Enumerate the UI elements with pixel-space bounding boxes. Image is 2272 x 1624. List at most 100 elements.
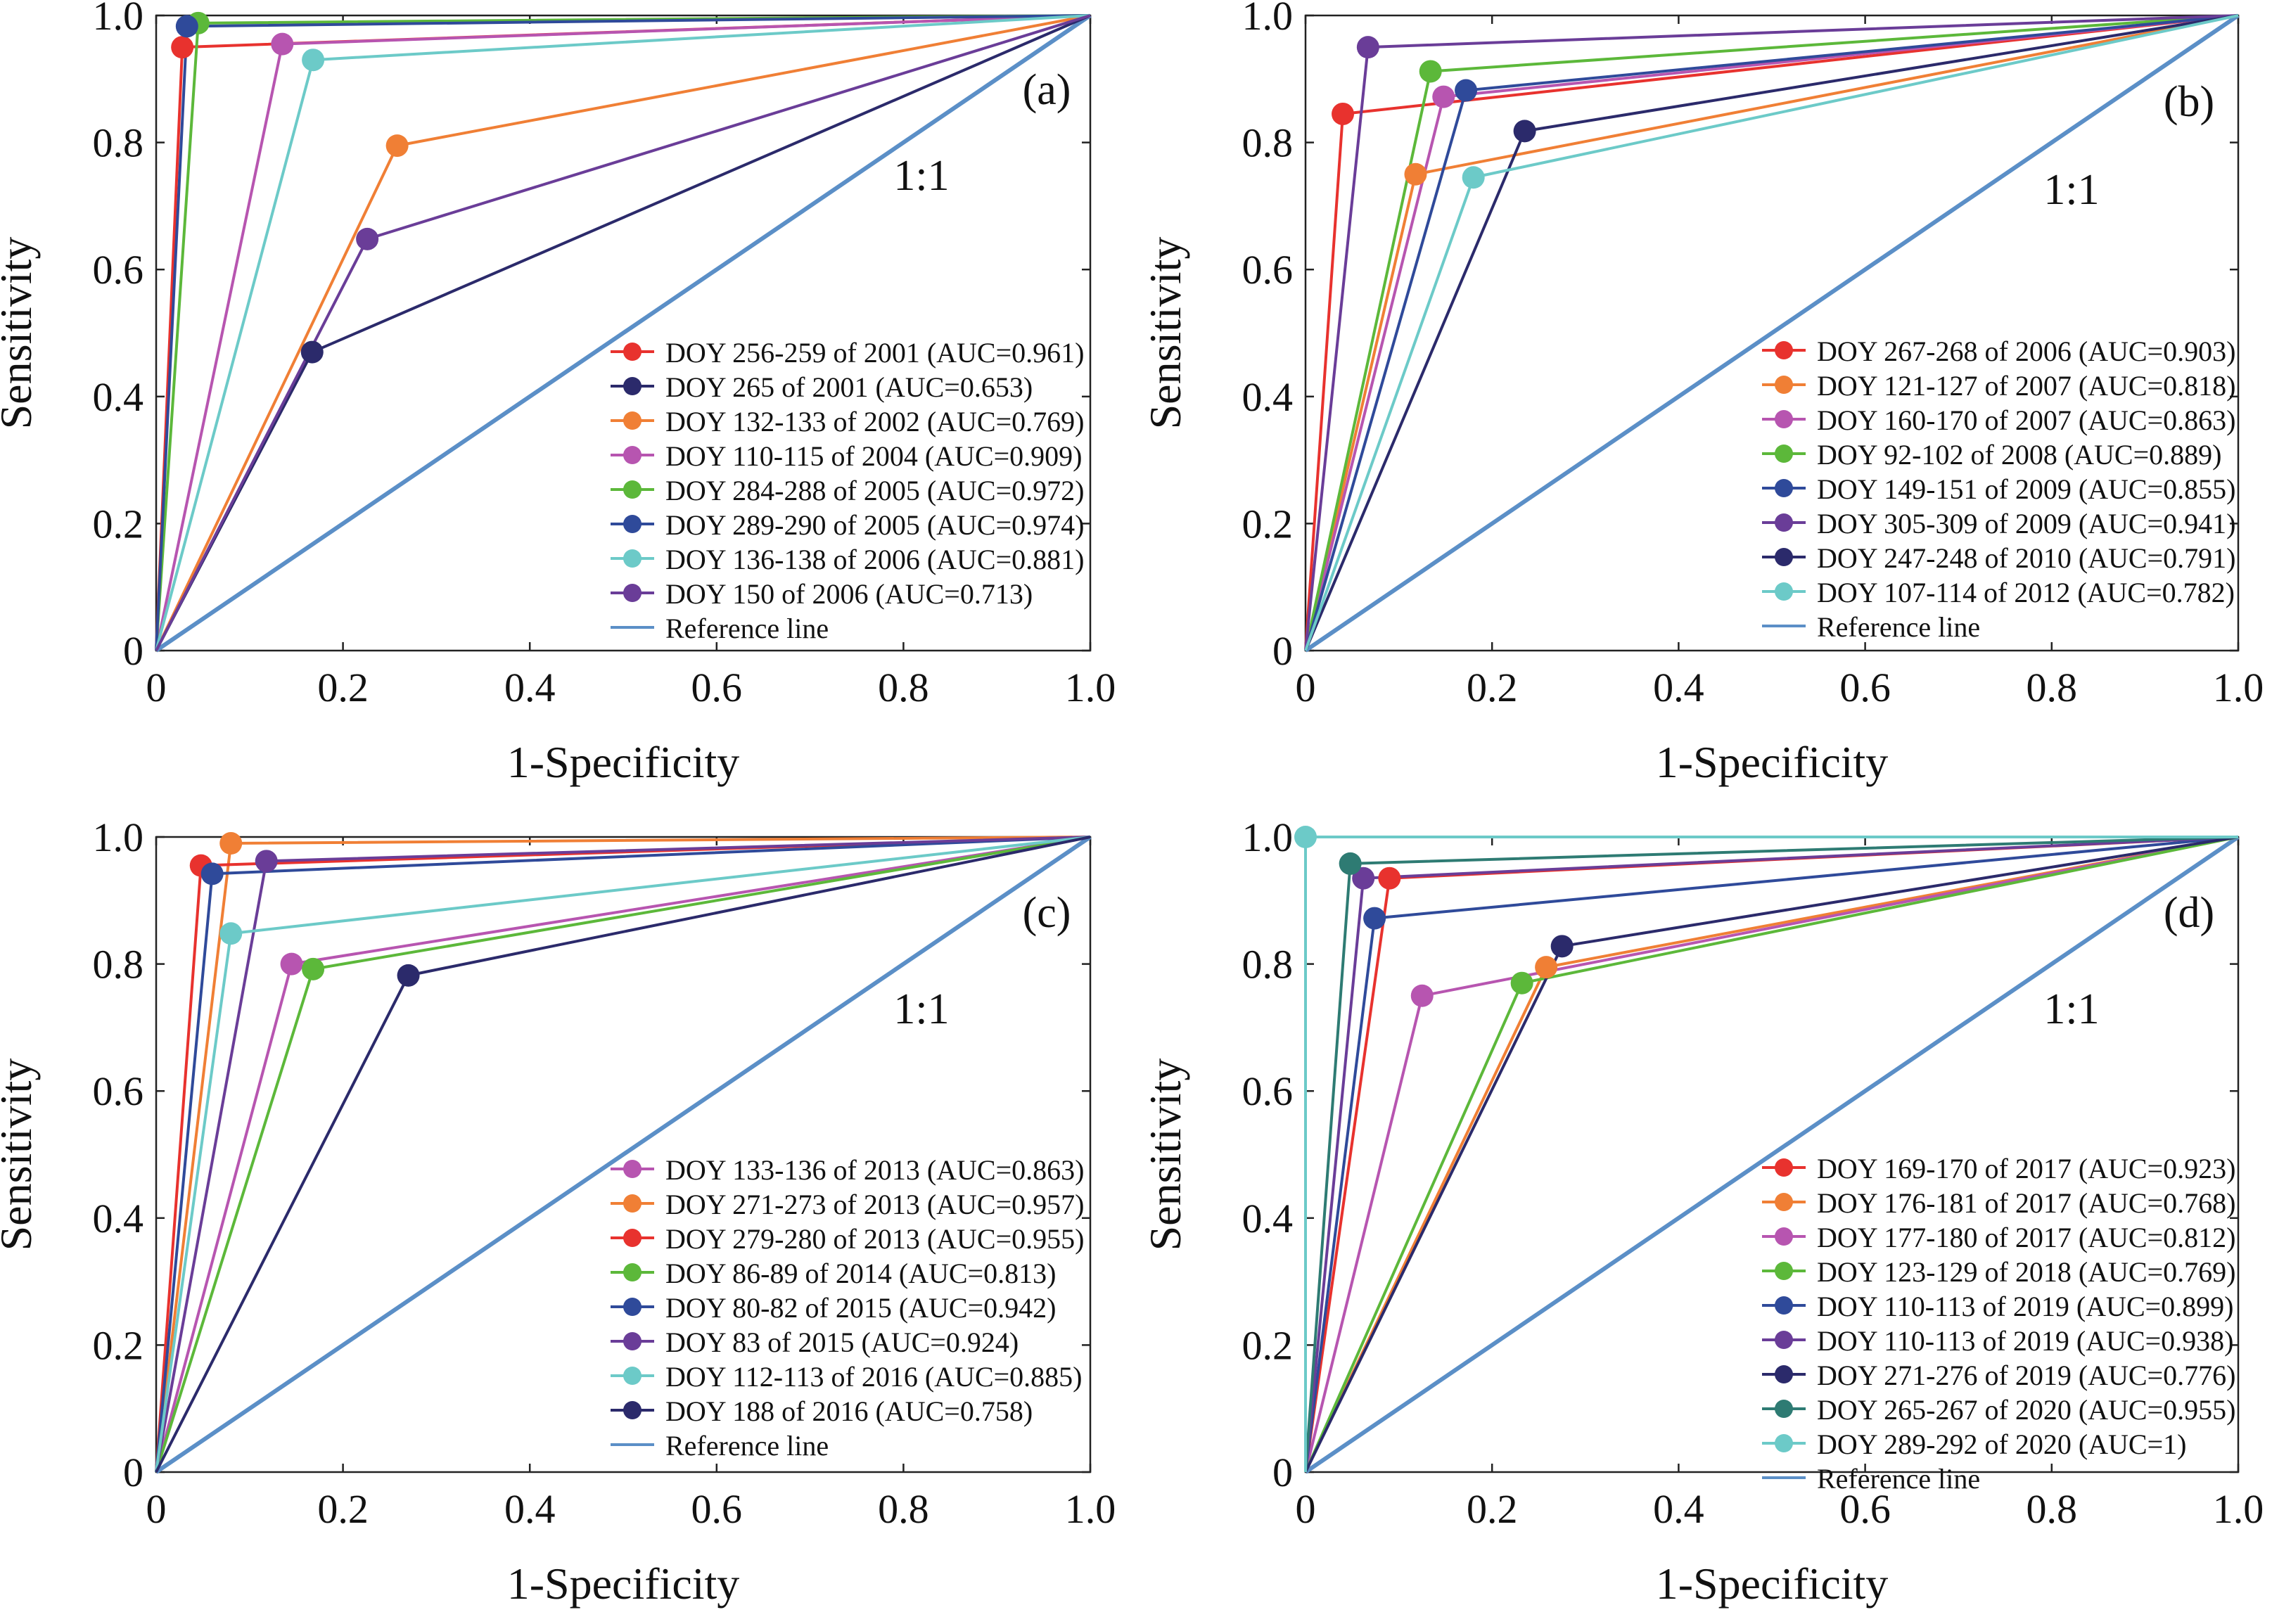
x-tick-label: 0.8: [2027, 1486, 2078, 1532]
y-tick-label: 0.4: [93, 1196, 144, 1241]
legend-entry: DOY 279-280 of 2013 (AUC=0.955): [665, 1223, 1084, 1255]
x-tick-label: 0: [146, 665, 167, 710]
x-tick-label: 0: [146, 1486, 167, 1532]
legend-entry: DOY 149-151 of 2009 (AUC=0.855): [1817, 473, 2235, 505]
x-tick-label: 0.4: [504, 1486, 556, 1532]
x-tick-label: 0.6: [1839, 1486, 1891, 1532]
plot-frame: [1304, 14, 2240, 652]
legend: DOY 256-259 of 2001 (AUC=0.961)DOY 265 o…: [611, 337, 1084, 644]
plot-frame: [155, 14, 1092, 652]
roc-series-point: [1410, 984, 1434, 1007]
y-tick-label: 0.6: [93, 247, 144, 293]
roc-series-point: [271, 32, 294, 56]
plot-frame: [155, 836, 1092, 1473]
x-tick-label: 0.6: [1839, 665, 1891, 710]
x-tick-label: 0.4: [1653, 665, 1704, 710]
legend-entry: DOY 271-273 of 2013 (AUC=0.957): [665, 1189, 1084, 1220]
roc-series-point: [302, 957, 325, 980]
legend-swatch-marker: [623, 377, 642, 395]
legend-swatch-marker: [1775, 1262, 1793, 1280]
roc-series-point: [1378, 867, 1401, 890]
legend-swatch-marker: [1775, 410, 1793, 428]
roc-series-point: [1332, 102, 1355, 125]
legend-swatch-marker: [623, 1229, 642, 1247]
legend-entry: DOY 110-113 of 2019 (AUC=0.938): [1817, 1325, 2234, 1357]
x-tick-label: 1.0: [2213, 1486, 2264, 1532]
roc-series-point: [1404, 162, 1427, 186]
legend-entry: DOY 284-288 of 2005 (AUC=0.972): [665, 475, 1084, 506]
roc-series-point: [219, 832, 243, 855]
legend-swatch-marker: [1775, 548, 1793, 566]
roc-panel-d: 00 0.2 0.2 0.4 0.4 0.6 0.6 0.8 0.8 1.0 1.0 1-Specif…: [1140, 814, 2264, 1609]
legend-swatch-marker: [623, 1332, 642, 1350]
legend-entry: DOY 83 of 2015 (AUC=0.924): [665, 1326, 1019, 1358]
roc-panel-a: 00 0.2 0.2 0.4 0.4 0.6 0.6 0.8 0.8 1.0 1.0 1-Specif…: [0, 0, 1116, 787]
reference-ratio-label: 1:1: [2043, 985, 2099, 1033]
legend-swatch-marker: [1775, 1227, 1793, 1246]
x-tick-label: 0.6: [691, 665, 743, 710]
legend-entry: Reference line: [1817, 1463, 1980, 1495]
legend-entry: DOY 110-115 of 2004 (AUC=0.909): [665, 440, 1083, 472]
x-tick-label: 0.2: [1467, 665, 1518, 710]
roc-series-point: [1510, 971, 1533, 995]
y-tick-label: 1.0: [93, 0, 144, 39]
reference-ratio-label: 1:1: [2043, 166, 2099, 214]
panel-label: (c): [1023, 889, 1071, 937]
legend-swatch-marker: [1775, 1193, 1793, 1211]
roc-panel-b: 00 0.2 0.2 0.4 0.4 0.6 0.6 0.8 0.8 1.0 1.0 1-Specif…: [1140, 0, 2264, 787]
legend-swatch-marker: [1775, 582, 1793, 601]
x-tick-label: 0.4: [1653, 1486, 1704, 1532]
y-tick-label: 0.2: [1242, 1322, 1294, 1368]
legend-entry: Reference line: [665, 1430, 829, 1462]
y-tick-label: 0.6: [1242, 247, 1294, 293]
y-tick-label: 0: [123, 628, 143, 674]
legend-swatch-marker: [1775, 1296, 1793, 1315]
legend-entry: DOY 289-292 of 2020 (AUC=1): [1817, 1428, 2186, 1460]
roc-series-point: [1339, 852, 1362, 875]
legend-entry: DOY 80-82 of 2015 (AUC=0.942): [665, 1292, 1056, 1324]
legend-entry: Reference line: [1817, 611, 1980, 643]
legend-swatch-marker: [1775, 513, 1793, 532]
legend-entry: DOY 121-127 of 2007 (AUC=0.818): [1817, 370, 2235, 402]
legend-swatch-marker: [1775, 1400, 1793, 1418]
legend-entry: DOY 92-102 of 2008 (AUC=0.889): [1817, 439, 2221, 471]
y-tick-label: 1.0: [93, 814, 144, 860]
legend-swatch-marker: [623, 1298, 642, 1316]
roc-series-point: [1513, 120, 1536, 143]
legend-entry: DOY 305-309 of 2009 (AUC=0.941): [1817, 508, 2235, 539]
x-tick-label: 1.0: [1065, 1486, 1116, 1532]
legend-swatch-marker: [623, 480, 642, 499]
x-tick-label: 0.2: [1467, 1486, 1518, 1532]
legend-entry: DOY 188 of 2016 (AUC=0.758): [665, 1395, 1033, 1427]
legend-entry: DOY 265 of 2001 (AUC=0.653): [665, 371, 1033, 403]
roc-series-point: [200, 862, 224, 885]
x-tick-label: 0.6: [691, 1486, 743, 1532]
y-tick-label: 0.2: [93, 1322, 144, 1368]
roc-series-point: [171, 36, 194, 59]
y-tick-label: 0.6: [93, 1068, 144, 1114]
legend-entry: DOY 136-138 of 2006 (AUC=0.881): [665, 544, 1084, 575]
legend-entry: DOY 132-133 of 2002 (AUC=0.769): [665, 406, 1084, 437]
legend-swatch-marker: [1775, 1331, 1793, 1349]
y-axis-label: Sensitivity: [0, 237, 41, 430]
roc-series-point: [356, 227, 379, 250]
y-axis-label: Sensitivity: [1140, 237, 1190, 430]
x-tick-label: 0.8: [878, 1486, 929, 1532]
y-tick-label: 0.4: [93, 374, 144, 420]
legend-entry: DOY 265-267 of 2020 (AUC=0.955): [1817, 1394, 2235, 1426]
roc-series-point: [1363, 907, 1386, 930]
legend-entry: DOY 160-170 of 2007 (AUC=0.863): [1817, 404, 2235, 436]
roc-series-point: [1356, 36, 1379, 59]
roc-panel-c: 00 0.2 0.2 0.4 0.4 0.6 0.6 0.8 0.8 1.0 1.0 1-Specif…: [0, 814, 1116, 1609]
legend-entry: DOY 289-290 of 2005 (AUC=0.974): [665, 509, 1084, 541]
legend-swatch-marker: [623, 1263, 642, 1281]
legend-swatch-marker: [1775, 479, 1793, 497]
legend-swatch-marker: [1775, 1158, 1793, 1177]
y-tick-label: 0.8: [1242, 942, 1294, 987]
legend-entry: DOY 123-129 of 2018 (AUC=0.769): [1817, 1256, 2235, 1288]
legend-entry: Reference line: [665, 613, 829, 644]
x-tick-label: 0.2: [317, 665, 369, 710]
legend: DOY 169-170 of 2017 (AUC=0.923)DOY 176-1…: [1762, 1153, 2235, 1495]
legend-swatch-marker: [623, 1401, 642, 1419]
y-tick-label: 0.8: [93, 942, 144, 987]
